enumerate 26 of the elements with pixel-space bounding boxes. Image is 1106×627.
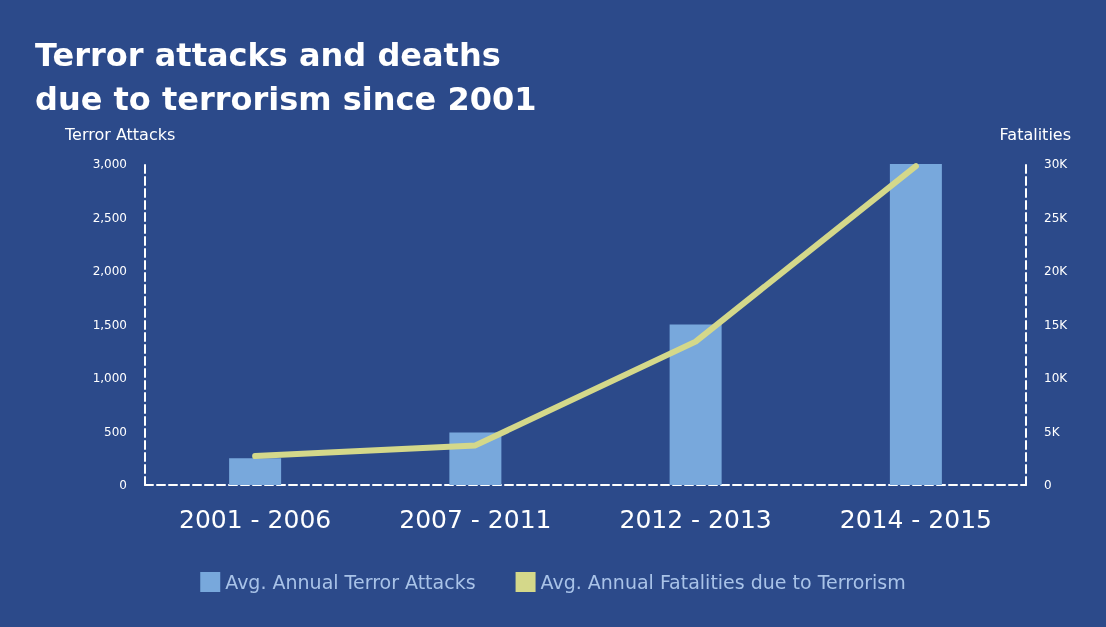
x-tick-label: 2007 - 2011	[399, 505, 552, 534]
y2-tick-label: 10K	[1044, 371, 1069, 385]
y-tick-label: 2,500	[92, 210, 127, 225]
y-tick-label: 3,000	[92, 157, 127, 171]
y2-tick-label: 0	[1044, 478, 1052, 492]
bar	[889, 164, 942, 485]
y2-tick-label: 25K	[1044, 210, 1069, 225]
bar	[669, 324, 722, 485]
x-tick-label: 2012 - 2013	[619, 505, 772, 534]
y-axis-title: Terror Attacks	[64, 124, 176, 144]
y2-tick-label: 30K	[1044, 157, 1069, 171]
y-tick-label: 2,000	[92, 264, 127, 278]
y2-tick-label: 20K	[1044, 264, 1069, 278]
y-tick-label: 500	[104, 424, 127, 439]
legend-label: Avg. Annual Fatalities due to Terrorism	[540, 571, 906, 593]
x-tick-label: 2014 - 2015	[839, 505, 992, 534]
x-tick-label: 2001 - 2006	[179, 505, 332, 534]
y2-tick-label: 5K	[1044, 424, 1061, 439]
y2-tick-label: 15K	[1044, 317, 1069, 332]
bar	[229, 458, 282, 485]
y-tick-label: 1,000	[92, 371, 127, 385]
legend-label: Avg. Annual Terror Attacks	[225, 571, 476, 593]
chart-title: Terror attacks and deaths due to terrorism since 2001	[35, 36, 537, 118]
y2-axis-title: Fatalities	[999, 124, 1071, 144]
y-tick-label: 0	[119, 478, 127, 492]
y-tick-label: 1,500	[92, 317, 127, 332]
